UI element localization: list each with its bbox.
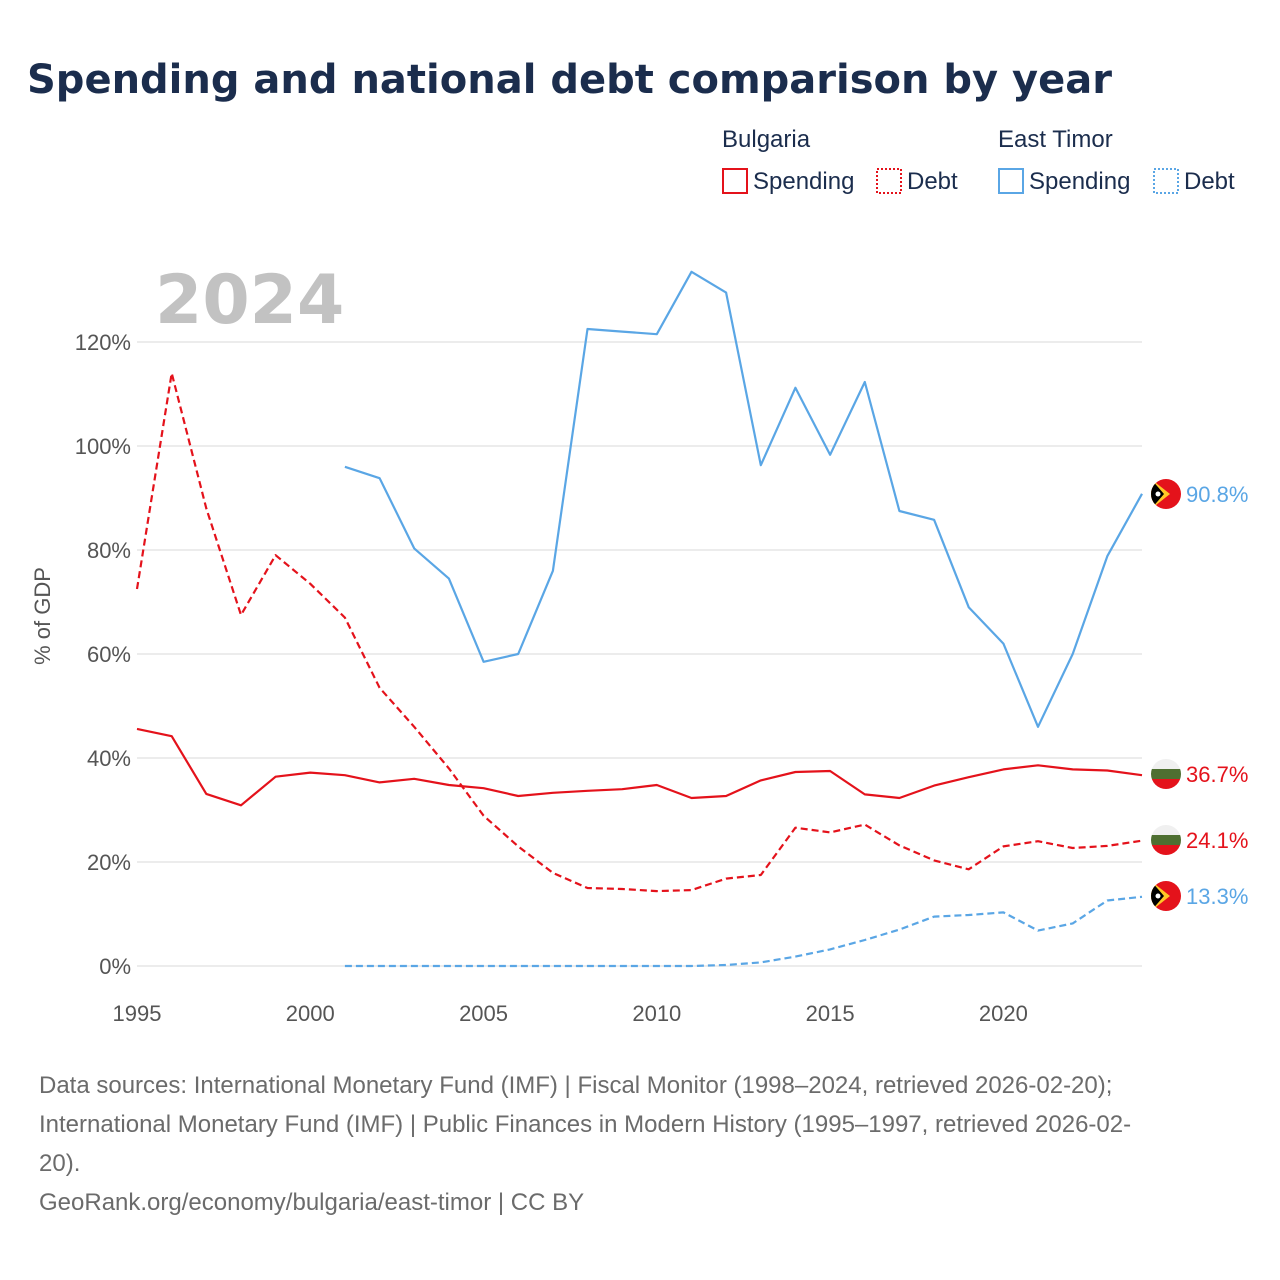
x-tick-label: 2005 — [459, 1001, 508, 1026]
end-label-bulgaria-spending: 36.7% — [1186, 762, 1248, 787]
y-tick-label: 80% — [87, 538, 131, 563]
legend-label-east-timor-spending: Spending — [1029, 168, 1130, 195]
y-axis-label: % of GDP — [30, 567, 55, 665]
end-label-east_timor-debt: 13.3% — [1186, 884, 1248, 909]
y-tick-label: 120% — [75, 330, 131, 355]
legend-swatch-bulgaria-debt — [876, 168, 902, 194]
legend-group-bulgaria: Bulgaria — [722, 126, 811, 153]
x-tick-label: 2020 — [979, 1001, 1028, 1026]
y-tick-label: 60% — [87, 642, 131, 667]
legend-label-bulgaria-spending: Spending — [753, 168, 854, 195]
y-tick-label: 40% — [87, 746, 131, 771]
y-tick-label: 0% — [99, 954, 131, 979]
x-tick-label: 2015 — [806, 1001, 855, 1026]
end-label-bulgaria-debt: 24.1% — [1186, 828, 1248, 853]
east-timor-flag-icon — [1151, 479, 1181, 509]
bulgaria-flag-icon — [1151, 825, 1181, 855]
year-label: 2024 — [155, 261, 344, 340]
legend-swatch-east-timor-spending — [998, 168, 1024, 194]
series-east_timor-debt — [344, 895, 1143, 968]
bulgaria-flag-icon — [1151, 759, 1181, 789]
gridlines — [137, 341, 1142, 967]
legend-label-east-timor-debt: Debt — [1184, 168, 1235, 195]
end-label-east_timor-spending: 90.8% — [1186, 482, 1248, 507]
legend: Bulgaria Spending Debt East Timor Spendi… — [722, 126, 1235, 195]
series-bulgaria-spending — [136, 727, 1143, 807]
y-tick-label: 20% — [87, 850, 131, 875]
sources: Data sources: International Monetary Fun… — [39, 1072, 1131, 1216]
source-line-3: 20). — [39, 1150, 80, 1177]
legend-label-bulgaria-debt: Debt — [907, 168, 958, 195]
x-tick-label: 2010 — [632, 1001, 681, 1026]
chart-title: Spending and national debt comparison by… — [27, 57, 1112, 103]
y-tick-label: 100% — [75, 434, 131, 459]
series-lines — [135, 270, 1143, 968]
y-axis-ticks: 0% 20% 40% 60% 80% 100% 120% — [75, 330, 131, 979]
x-tick-label: 2000 — [286, 1001, 335, 1026]
source-line-1: Data sources: International Monetary Fun… — [39, 1072, 1112, 1099]
legend-group-east-timor: East Timor — [998, 126, 1113, 153]
legend-swatch-east-timor-debt — [1153, 168, 1179, 194]
source-line-2: International Monetary Fund (IMF) | Publ… — [39, 1111, 1131, 1138]
x-axis-ticks: 1995 2000 2005 2010 2015 2020 — [113, 1001, 1028, 1026]
x-tick-label: 1995 — [113, 1001, 162, 1026]
series-bulgaria-debt — [135, 372, 1143, 893]
legend-swatch-bulgaria-spending — [722, 168, 748, 194]
source-credit: GeoRank.org/economy/bulgaria/east-timor … — [39, 1189, 584, 1216]
east-timor-flag-icon — [1151, 881, 1181, 911]
end-labels: 36.7% 24.1% 90.8% 13.3% — [1151, 479, 1248, 911]
series-east_timor-spending — [344, 270, 1143, 728]
